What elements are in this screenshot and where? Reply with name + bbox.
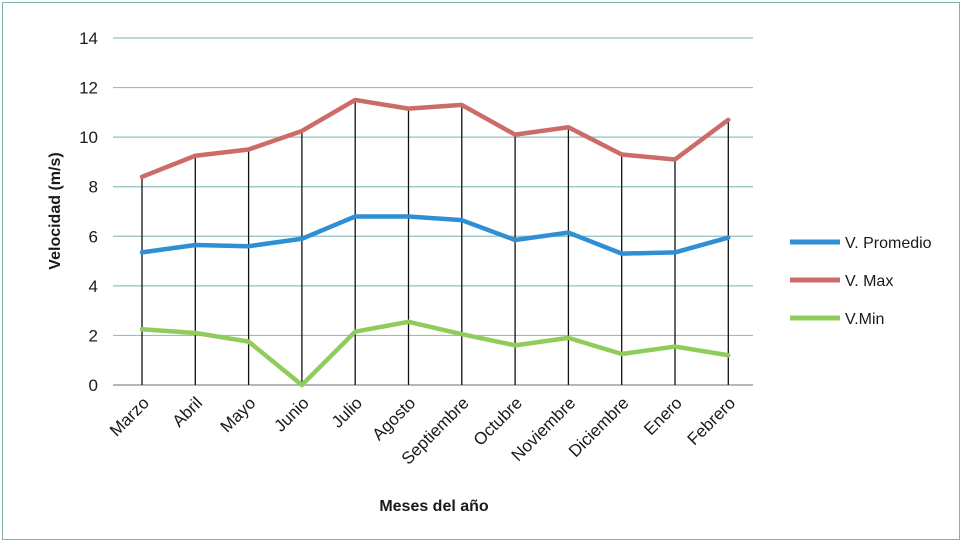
y-tick-label: 0	[89, 376, 98, 395]
legend-label: V.Min	[845, 311, 884, 328]
x-tick-labels: Marzo Abril Mayo Junio Julio AgostoSeptiembre…	[106, 393, 739, 468]
x-tick-label: Abril	[169, 393, 206, 430]
y-tick-label: 6	[89, 227, 98, 246]
y-tick-labels: 0 2 4 6 8 10 12 14	[79, 29, 98, 395]
y-axis-title: Velocidad (m/s)	[47, 152, 64, 269]
series-line-v-promedio	[142, 216, 728, 253]
series-line-v-max	[142, 100, 728, 177]
x-tick-label: Marzo	[106, 393, 153, 440]
x-tick-label: Junio	[271, 393, 313, 435]
x-tick-label: Mayo	[217, 393, 260, 436]
y-tick-label: 8	[89, 178, 98, 197]
y-tick-label: 4	[89, 277, 98, 296]
legend-label: V. Max	[845, 273, 893, 290]
x-tick-label: Agosto	[368, 393, 419, 444]
x-tick-label: Enero	[640, 393, 686, 439]
series-lines	[142, 100, 728, 385]
series-line-v-min	[142, 322, 728, 385]
x-axis-title: Meses del año	[379, 498, 489, 515]
legend-label: V. Promedio	[845, 235, 932, 252]
legend: V. Promedio V. Max V.Min	[790, 235, 932, 328]
y-tick-label: 14	[79, 29, 98, 48]
drop-lines	[142, 100, 728, 385]
x-tick-label: Julio	[328, 393, 366, 431]
x-tick-label: Febrero	[684, 393, 740, 449]
y-tick-label: 2	[89, 326, 98, 345]
y-tick-label: 10	[79, 128, 98, 147]
y-tick-label: 12	[79, 79, 98, 98]
